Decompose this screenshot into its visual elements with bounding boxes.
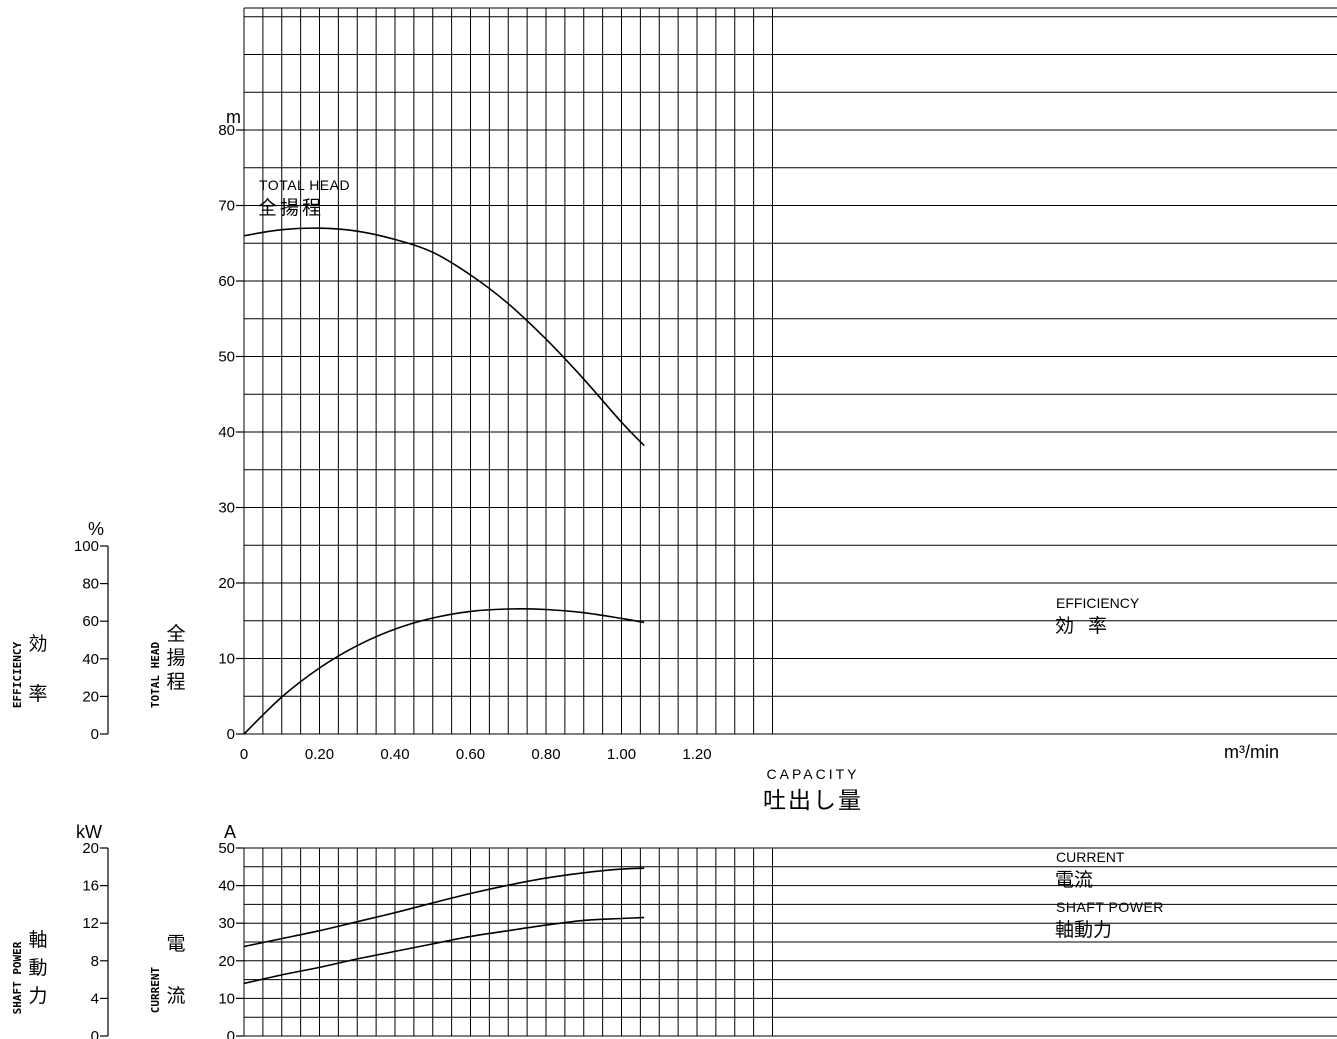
power-axis-label-jp: 軸動力 <box>28 929 47 1007</box>
efficiency-curve <box>243 608 645 735</box>
x-unit: m³/min <box>1224 742 1279 762</box>
efficiency-tick-label: 20 <box>82 688 99 705</box>
head-tick-label: 40 <box>218 424 235 441</box>
current-series-label: CURRENT <box>1056 849 1125 865</box>
current-series-label-jp: 電流 <box>1055 869 1093 891</box>
shaft-power-curve <box>243 916 645 985</box>
power-tick-label: 4 <box>91 990 99 1007</box>
head-unit: m <box>226 107 241 127</box>
axes-layer <box>100 129 244 1037</box>
current-curve <box>243 867 645 948</box>
total-head-series-label-jp: 全揚程 <box>258 197 324 219</box>
efficiency-unit: % <box>88 519 104 539</box>
power-unit: kW <box>76 822 102 842</box>
head-axis-label: TOTAL HEAD <box>149 642 162 709</box>
current-axis-label: CURRENT <box>149 966 162 1013</box>
x-tick-label: 1.20 <box>682 746 711 763</box>
power-tick-label: 16 <box>82 878 99 895</box>
shaft-power-series-label-jp: 軸動力 <box>1055 919 1112 941</box>
head-tick-label: 20 <box>218 575 235 592</box>
power-tick-label: 12 <box>82 915 99 932</box>
head-tick-label: 60 <box>218 273 235 290</box>
current-tick-label: 40 <box>218 878 235 895</box>
efficiency-axis-label-jp: 効率 <box>28 633 47 705</box>
power-tick-label: 20 <box>82 840 99 857</box>
efficiency-axis-label: EFFICIENCY <box>11 642 24 709</box>
x-tick-label: 0.40 <box>380 746 409 763</box>
x-tick-label: 1.00 <box>607 746 636 763</box>
efficiency-tick-label: 100 <box>74 538 99 555</box>
upper-grid <box>243 7 1337 735</box>
head-tick-label: 0 <box>227 726 235 743</box>
head-tick-label: 30 <box>218 500 235 517</box>
efficiency-tick-label: 80 <box>82 576 99 593</box>
power-tick-label: 8 <box>91 953 99 970</box>
efficiency-tick-label: 60 <box>82 613 99 630</box>
x-axis-label: CAPACITY <box>767 766 860 782</box>
x-tick-label: 0 <box>240 746 248 763</box>
efficiency-tick-label: 40 <box>82 651 99 668</box>
current-tick-label: 20 <box>218 953 235 970</box>
current-tick-label: 30 <box>218 915 235 932</box>
total-head-series-label: TOTAL HEAD <box>259 177 350 193</box>
current-unit: A <box>224 822 236 842</box>
current-tick-label: 0 <box>227 1028 235 1039</box>
current-axis-label-jp: 電流 <box>166 933 185 1007</box>
efficiency-series-label-jp: 効率 <box>1055 615 1121 637</box>
x-tick-label: 0.80 <box>531 746 560 763</box>
total-head-curve <box>243 227 645 447</box>
current-tick-label: 50 <box>218 840 235 857</box>
power-tick-label: 0 <box>91 1028 99 1039</box>
head-tick-label: 10 <box>218 651 235 668</box>
lower-grid <box>243 847 1337 1037</box>
efficiency-tick-label: 0 <box>91 726 99 743</box>
efficiency-series-label: EFFICIENCY <box>1056 595 1140 611</box>
x-axis-label-jp: 吐出し量 <box>763 788 863 814</box>
head-tick-label: 70 <box>218 198 235 215</box>
head-tick-label: 50 <box>218 349 235 366</box>
head-tick-label: 80 <box>218 122 235 139</box>
current-tick-label: 10 <box>218 990 235 1007</box>
head-axis-label-jp: 全揚程 <box>166 623 185 693</box>
shaft-power-series-label: SHAFT POWER <box>1056 899 1164 915</box>
power-axis-label: SHAFT POWER <box>11 941 24 1014</box>
curves-layer <box>243 227 645 985</box>
x-tick-label: 0.60 <box>456 746 485 763</box>
x-tick-label: 0.20 <box>305 746 334 763</box>
